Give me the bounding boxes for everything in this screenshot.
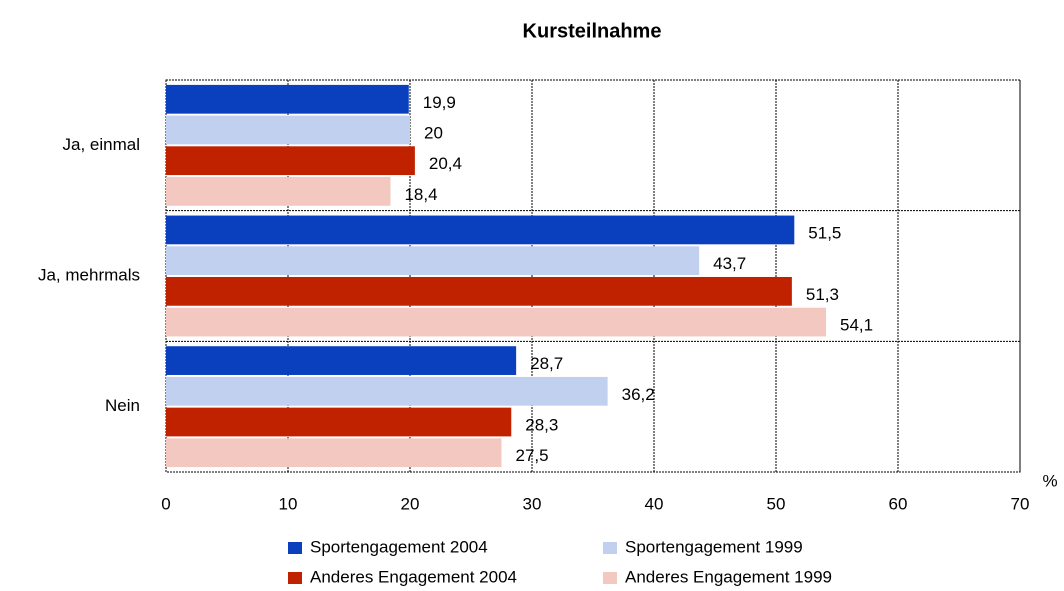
bar (166, 84, 409, 114)
x-tick-label: 70 (1011, 494, 1030, 513)
data-label: 36,2 (622, 385, 655, 404)
x-axis-label: % (1042, 471, 1057, 490)
bar (166, 438, 502, 468)
x-tick-label: 0 (161, 494, 170, 513)
plot-border (165, 79, 1021, 473)
bar (166, 276, 792, 306)
chart-title: Kursteilnahme (523, 20, 662, 42)
data-label: 28,3 (525, 416, 558, 435)
legend-label: Sportengagement 1999 (625, 537, 803, 556)
y-tick-label: Ja, einmal (63, 135, 140, 154)
data-label: 54,1 (840, 316, 873, 335)
bar (166, 115, 410, 145)
bar (166, 376, 608, 406)
bar (166, 146, 415, 176)
data-label: 43,7 (713, 254, 746, 273)
bar (166, 246, 700, 276)
legend-label: Anderes Engagement 2004 (310, 567, 517, 586)
x-tick-label: 50 (767, 494, 786, 513)
x-tick-label: 40 (645, 494, 664, 513)
x-tick-label: 20 (401, 494, 420, 513)
data-label: 18,4 (404, 185, 437, 204)
data-label: 51,3 (806, 285, 839, 304)
data-label: 51,5 (808, 223, 841, 242)
x-tick-label: 30 (523, 494, 542, 513)
legend-label: Sportengagement 2004 (310, 537, 488, 556)
bar (166, 215, 795, 245)
bar (166, 346, 517, 375)
data-label: 20 (424, 123, 443, 142)
bar (166, 407, 512, 437)
data-label: 20,4 (429, 154, 462, 173)
data-label: 19,9 (423, 93, 456, 112)
legend-swatch (288, 572, 302, 584)
legend-swatch (603, 572, 617, 584)
x-tick-label: 60 (889, 494, 908, 513)
y-tick-label: Nein (105, 396, 140, 415)
legend-swatch (288, 542, 302, 554)
legend-label: Anderes Engagement 1999 (625, 567, 832, 586)
x-tick-label: 10 (279, 494, 298, 513)
data-label: 28,7 (530, 354, 563, 373)
bar (166, 307, 827, 337)
y-tick-label: Ja, mehrmals (38, 265, 140, 284)
bar (166, 177, 391, 206)
data-label: 27,5 (516, 446, 549, 465)
legend-swatch (603, 542, 617, 554)
